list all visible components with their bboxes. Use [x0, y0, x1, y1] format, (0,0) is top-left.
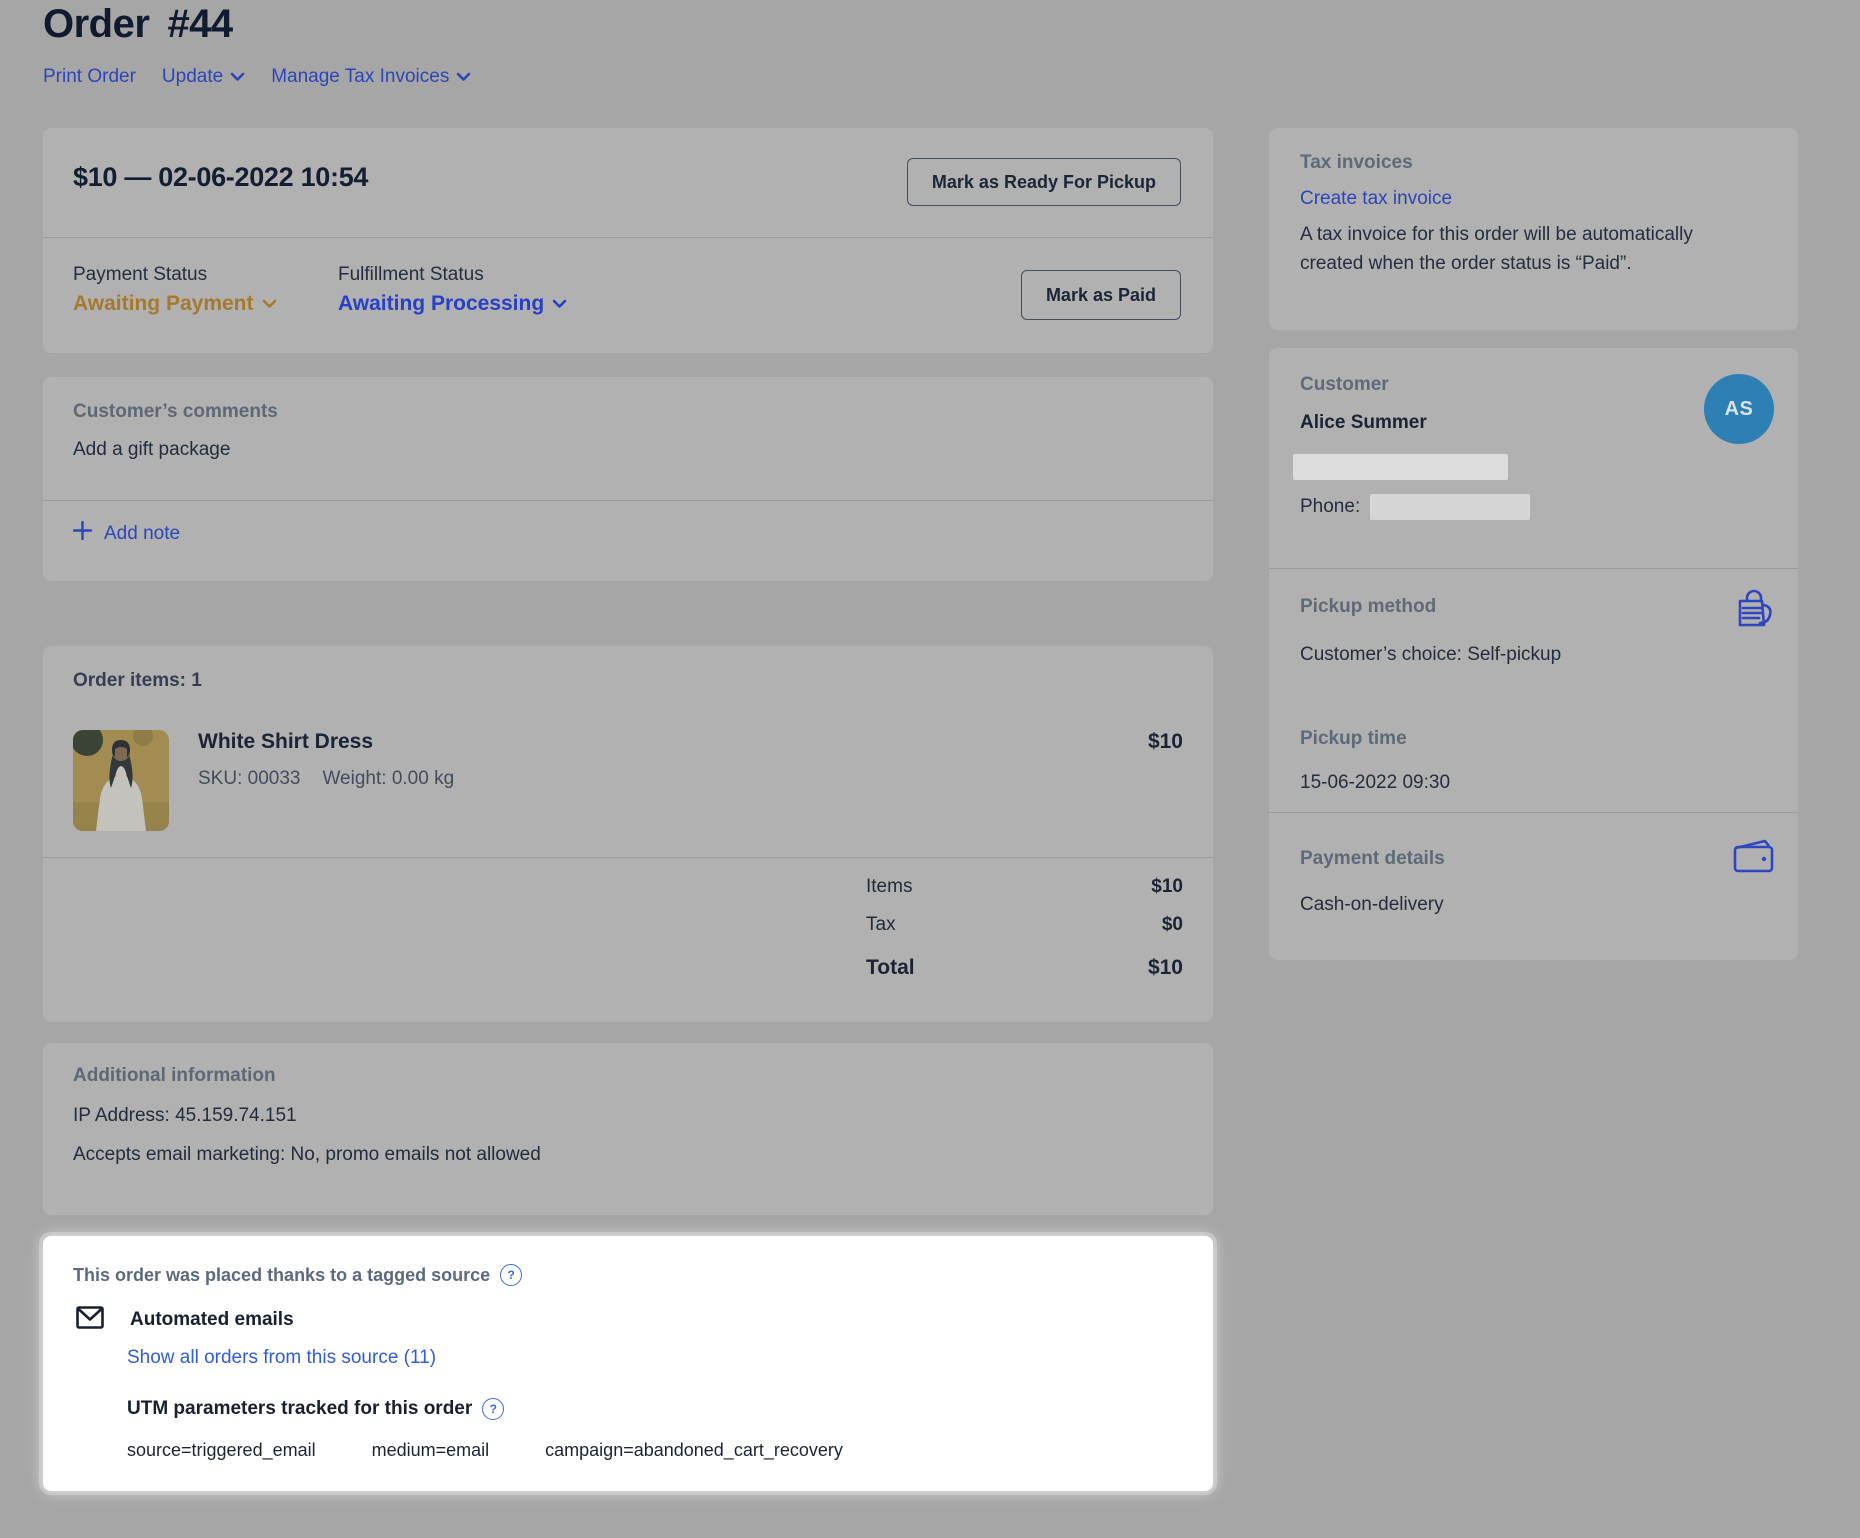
totals-total-label: Total	[866, 956, 915, 979]
payment-status-dropdown[interactable]: Awaiting Payment	[73, 292, 277, 316]
customer-phone-row: Phone:	[1300, 494, 1531, 520]
create-tax-invoice-link[interactable]: Create tax invoice	[1300, 188, 1453, 209]
pickup-time-value: 15-06-2022 09:30	[1300, 772, 1451, 793]
help-question-icon[interactable]: ?	[500, 1264, 523, 1286]
payment-method-value: Cash-on-delivery	[1300, 894, 1444, 915]
tagged-source-heading: This order was placed thanks to a tagged…	[73, 1264, 491, 1285]
pickup-method-value: Customer’s choice: Self-pickup	[1300, 644, 1562, 665]
comment-text: Add a gift package	[73, 439, 231, 460]
chevron-down-icon	[262, 299, 277, 309]
tagged-source-card: This order was placed thanks to a tagged…	[43, 1236, 1213, 1491]
print-order-link[interactable]: Print Order	[43, 66, 136, 88]
totals-total-value: $10	[1147, 956, 1183, 979]
source-name: Automated emails	[130, 1309, 294, 1330]
product-name-link[interactable]: White Shirt Dress	[198, 730, 374, 753]
utm-heading: UTM parameters tracked for this order	[127, 1398, 473, 1419]
manage-tax-invoices-label: Manage Tax Invoices	[271, 66, 450, 87]
additional-info-card: Additional information IP Address: 45.15…	[43, 1043, 1213, 1215]
product-meta: SKU: 00033 Weight: 0.00 kg	[198, 768, 454, 790]
utm-campaign-param: campaign=abandoned_cart_recovery	[545, 1440, 843, 1460]
mark-ready-for-pickup-button[interactable]: Mark as Ready For Pickup	[906, 158, 1181, 206]
order-summary-card: $10 — 02-06-2022 10:54 Mark as Ready For…	[43, 128, 1213, 353]
payment-status-label: Payment Status	[73, 264, 208, 285]
redacted-email	[1293, 454, 1508, 480]
page-title: Order #44	[43, 2, 233, 47]
envelope-icon	[76, 1306, 104, 1334]
totals-tax-value: $0	[1161, 914, 1183, 935]
order-number: #44	[167, 2, 233, 46]
pickup-time-heading: Pickup time	[1300, 728, 1407, 749]
manage-tax-invoices-dropdown[interactable]: Manage Tax Invoices	[271, 66, 471, 88]
payment-details-heading: Payment details	[1300, 848, 1445, 869]
tax-invoice-note: A tax invoice for this order will be aut…	[1300, 224, 1693, 274]
chevron-down-icon	[456, 72, 471, 82]
utm-heading-row: UTM parameters tracked for this order ?	[127, 1398, 505, 1420]
fulfillment-status-value: Awaiting Processing	[338, 292, 545, 315]
utm-medium-param: medium=email	[371, 1440, 490, 1460]
totals-tax-label: Tax	[866, 914, 896, 935]
product-weight: Weight: 0.00 kg	[322, 768, 455, 789]
avatar: AS	[1704, 374, 1774, 444]
fulfillment-status-dropdown[interactable]: Awaiting Processing	[338, 292, 567, 316]
redacted-phone	[1370, 494, 1531, 520]
help-question-icon[interactable]: ?	[482, 1398, 505, 1420]
chevron-down-icon	[552, 299, 567, 309]
customer-name[interactable]: Alice Summer	[1300, 412, 1427, 433]
totals-tax-row: Tax $0	[866, 914, 1183, 936]
order-amount-date: $10 — 02-06-2022 10:54	[73, 162, 369, 192]
product-price: $10	[1147, 730, 1183, 753]
add-note-label: Add note	[104, 522, 181, 544]
update-dropdown[interactable]: Update	[162, 66, 245, 88]
tax-invoices-heading: Tax invoices	[1300, 152, 1413, 173]
customer-heading: Customer	[1300, 374, 1389, 395]
page-title-text: Order	[43, 2, 150, 46]
header-actions: Print Order Update Manage Tax Invoices	[43, 66, 471, 88]
wallet-icon	[1733, 838, 1775, 879]
email-marketing-text: Accepts email marketing: No, promo email…	[73, 1144, 541, 1165]
plus-icon	[72, 520, 93, 546]
divider	[43, 857, 1213, 858]
tax-invoices-card: Tax invoices Create tax invoice A tax in…	[1269, 128, 1798, 330]
product-thumbnail[interactable]	[73, 730, 169, 831]
order-items-card: Order items: 1 White Shirt Dress SKU: 00…	[43, 646, 1213, 1022]
ip-address-text: IP Address: 45.159.74.151	[73, 1105, 297, 1126]
totals-total-row: Total $10	[866, 956, 1183, 980]
fulfillment-status-label: Fulfillment Status	[338, 264, 484, 285]
show-all-orders-link[interactable]: Show all orders from this source (11)	[127, 1347, 437, 1368]
utm-params-row: source=triggered_email medium=email camp…	[127, 1440, 843, 1461]
mark-as-paid-button[interactable]: Mark as Paid	[1020, 270, 1181, 320]
pickup-bag-icon	[1731, 588, 1777, 639]
phone-label: Phone:	[1300, 496, 1361, 517]
totals-items-row: Items $10	[866, 876, 1183, 898]
add-note-button[interactable]: Add note	[72, 520, 181, 546]
additional-info-heading: Additional information	[73, 1065, 276, 1086]
divider	[43, 500, 1213, 501]
divider	[1269, 812, 1798, 813]
comments-heading: Customer’s comments	[73, 401, 278, 422]
totals-items-value: $10	[1151, 876, 1183, 897]
print-order-label: Print Order	[43, 66, 136, 87]
source-row: Automated emails	[76, 1306, 294, 1334]
payment-status-value: Awaiting Payment	[73, 292, 254, 315]
divider	[43, 237, 1213, 238]
customer-comments-card: Customer’s comments Add a gift package A…	[43, 377, 1213, 581]
update-label: Update	[161, 66, 224, 87]
utm-source-param: source=triggered_email	[127, 1440, 316, 1460]
divider	[1269, 568, 1798, 569]
pickup-method-heading: Pickup method	[1300, 596, 1437, 617]
order-items-heading: Order items: 1	[73, 670, 202, 691]
chevron-down-icon	[230, 72, 245, 82]
totals-items-label: Items	[866, 876, 913, 897]
tagged-source-heading-row: This order was placed thanks to a tagged…	[73, 1264, 523, 1286]
product-sku: SKU: 00033	[198, 768, 301, 789]
customer-details-card: Customer AS Alice Summer Phone: Pickup m…	[1269, 348, 1798, 960]
